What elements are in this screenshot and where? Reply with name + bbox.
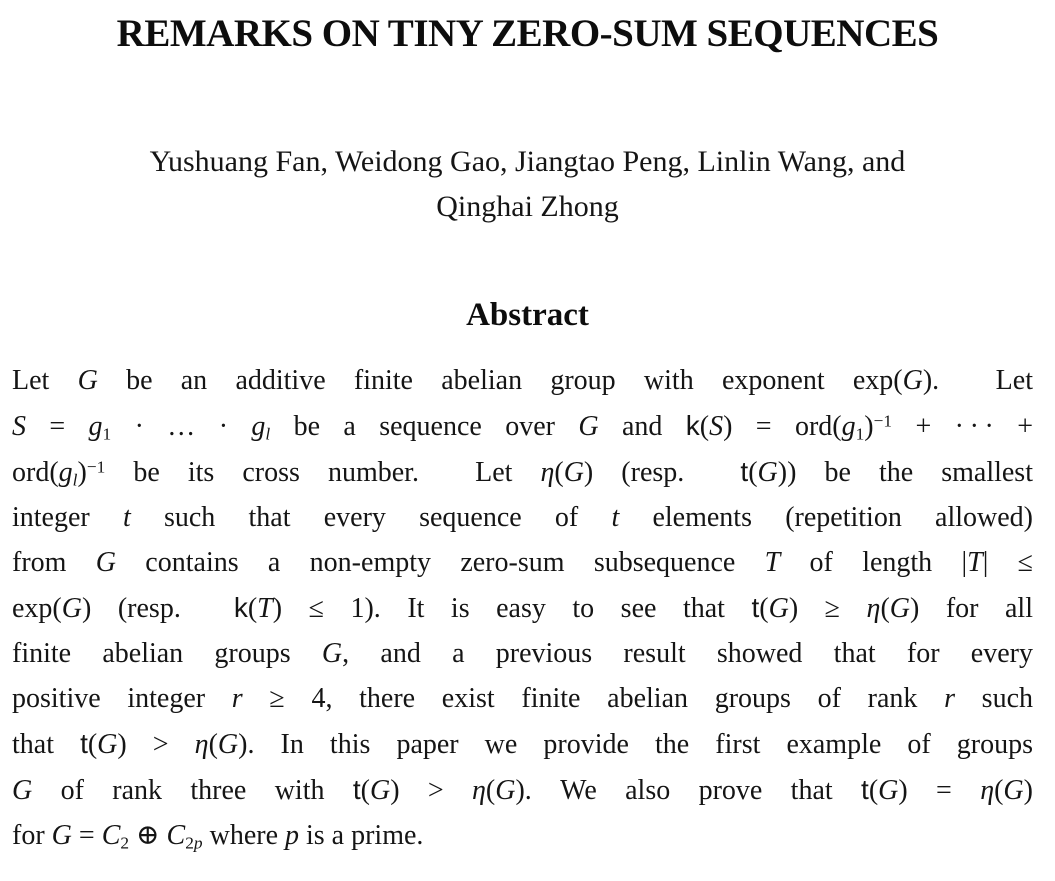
abstract-line: ord(gl)−1 be its cross number. Let η(G) … <box>12 456 1033 490</box>
authors-block: Yushuang Fan, Weidong Gao, Jiangtao Peng… <box>0 139 1055 229</box>
abstract-line: exp(G) (resp. k(T) ≤ 1). It is easy to s… <box>12 592 1033 625</box>
authors-line-1: Yushuang Fan, Weidong Gao, Jiangtao Peng… <box>149 144 906 178</box>
abstract-line: Let G be an additive finite abelian grou… <box>12 365 1033 397</box>
abstract-line: S = g1 · … · gl be a sequence over G and… <box>12 410 1034 444</box>
paper-title: REMARKS ON TINY ZERO-SUM SEQUENCES <box>116 12 939 55</box>
authors-line-2: Qinghai Zhong <box>436 189 619 223</box>
abstract-line: G of rank three with t(G) > η(G). We als… <box>12 774 1033 807</box>
abstract-line: that t(G) > η(G). In this paper we provi… <box>12 728 1033 761</box>
abstract-heading: Abstract <box>466 296 589 333</box>
abstract-line: positive integer r ≥ 4, there exist fini… <box>12 683 1034 715</box>
abstract-line: from G contains a non-empty zero-sum sub… <box>12 547 1033 579</box>
abstract-line: for G = C2 ⊕ C2p where p is a prime. <box>12 820 424 853</box>
abstract-line: integer t such that every sequence of t … <box>12 502 1033 534</box>
abstract-line: finite abelian groups G, and a previous … <box>12 638 1033 670</box>
abstract-body: Let G be an additive finite abelian grou… <box>0 358 1055 858</box>
